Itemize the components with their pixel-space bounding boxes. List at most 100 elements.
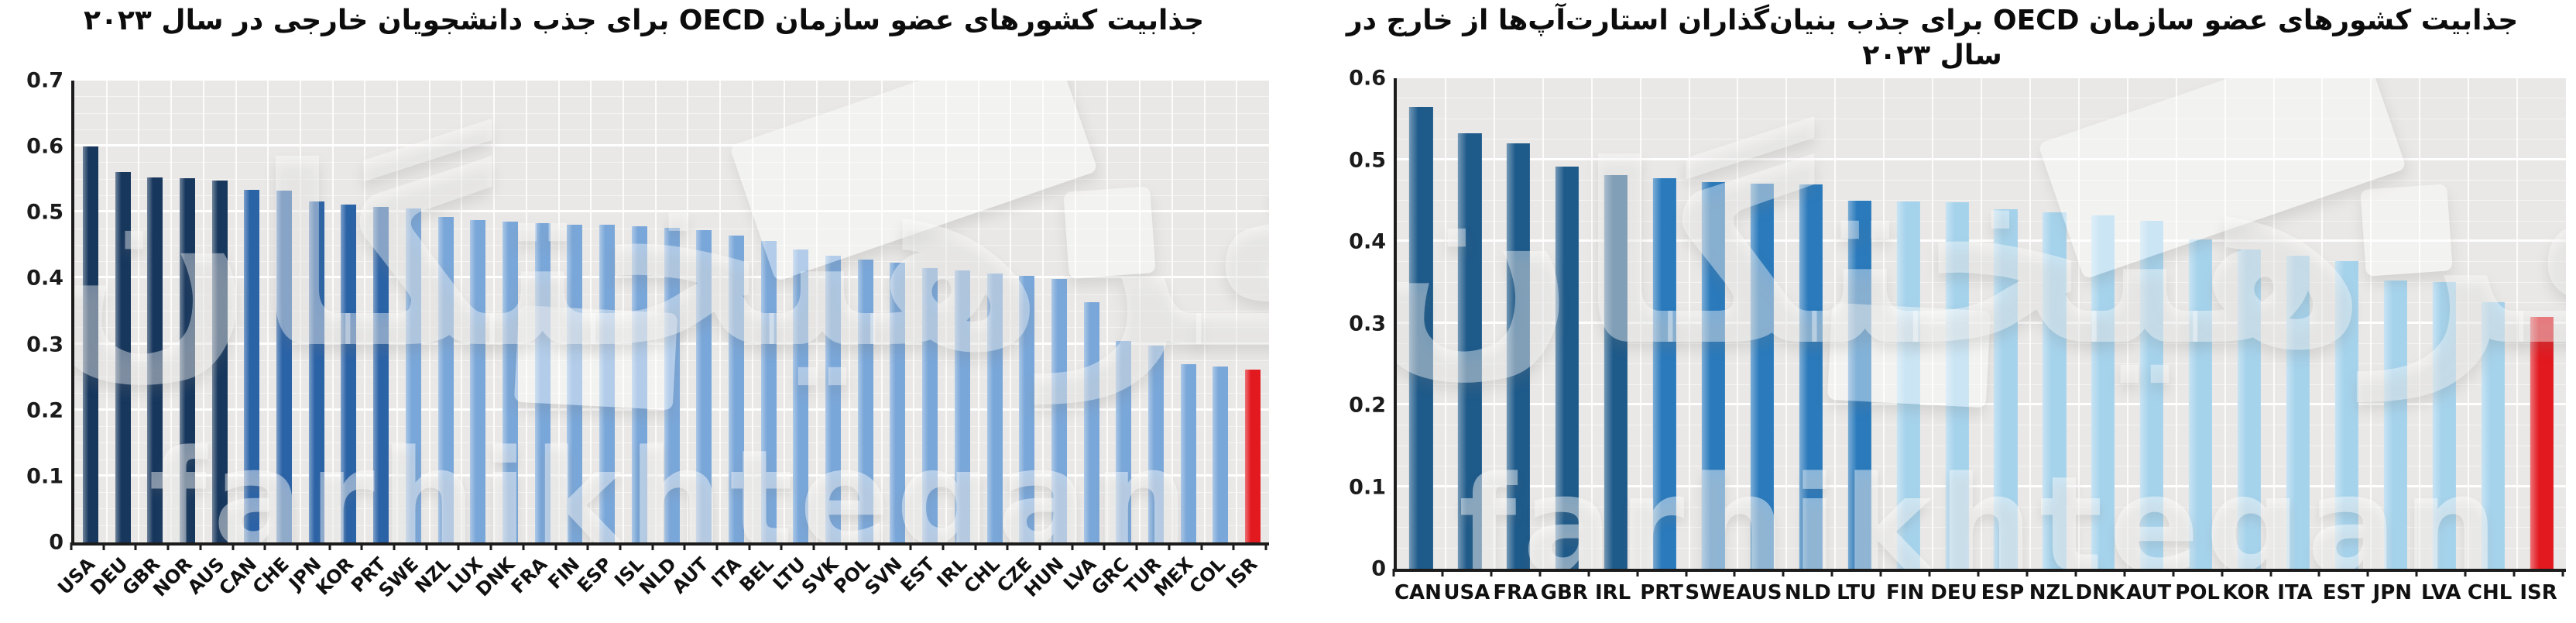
x-tick-mark [1538, 569, 1542, 577]
chart-panel-startup-founders: جذابیت کشورهای عضو سازمان OECD برای جذب … [1288, 0, 2576, 623]
y-tick-label: 0.4 [1349, 229, 1386, 254]
column-separator [428, 81, 430, 542]
column-separator [1981, 78, 1982, 569]
x-tick-mark [2123, 569, 2126, 577]
bar-highlight [1507, 143, 1531, 569]
bar-AUT [2140, 220, 2164, 569]
bars [74, 81, 1269, 542]
bar-highlight [179, 178, 195, 542]
x-tick-mark [1490, 569, 1493, 577]
bar-highlight [1652, 177, 1677, 569]
y-tick-label: 0 [1371, 556, 1386, 581]
x-tick-mark [1392, 569, 1395, 577]
x-tick-mark [651, 542, 654, 550]
bar-FRA [534, 222, 551, 542]
x-tick-mark [683, 542, 686, 550]
x-tick-mark [328, 542, 331, 550]
bar-highlight [405, 208, 421, 542]
bar-highlight [211, 180, 228, 542]
x-label-text: GBR [1540, 581, 1588, 604]
bar-highlight [1945, 202, 1969, 569]
bar-highlight [890, 263, 906, 542]
x-label-text: PRT [1640, 581, 1683, 604]
bar-POL [857, 259, 873, 542]
bar-highlight [2091, 215, 2115, 569]
column-separator [1932, 78, 1934, 569]
x-tick-mark [748, 542, 751, 550]
x-label-text: AUT [2126, 581, 2172, 604]
x-tick-mark [1782, 569, 1785, 577]
bar-highlight [276, 191, 293, 542]
column-separator [945, 81, 947, 542]
chart-title-startup-founders: جذابیت کشورهای عضو سازمان OECD برای جذب … [1346, 5, 2519, 71]
bar-highlight [341, 205, 357, 542]
bar-highlight [1148, 346, 1165, 542]
bar-DEU [1945, 202, 1969, 569]
chart-title-foreign-students: جذابیت کشورهای عضو سازمان OECD برای جذب … [83, 5, 1205, 36]
bar-highlight [437, 217, 454, 542]
bar-LVA [1083, 302, 1099, 542]
bar-FRA [1507, 143, 1531, 569]
bar-highlight [857, 259, 873, 542]
column-separator [977, 81, 979, 542]
bar-POL [2189, 239, 2213, 569]
column-separator [784, 81, 786, 542]
bar-NOR [179, 178, 195, 542]
y-tick-label: 0.1 [1349, 475, 1386, 499]
x-tick-mark [1879, 569, 1882, 577]
x-tick-mark [1977, 569, 1980, 577]
column-separator [461, 81, 463, 542]
y-tick-label: 0.4 [26, 266, 63, 291]
x-tick-mark [393, 542, 396, 550]
x-tick-mark [2464, 569, 2467, 577]
column-separator [2321, 78, 2324, 569]
column-separator [880, 81, 883, 542]
column-separators [74, 81, 1269, 542]
bar-ISR [2530, 317, 2554, 569]
bar-ITA [2286, 255, 2310, 569]
bars [1397, 78, 2566, 569]
x-tick-mark [1636, 569, 1639, 577]
bar-highlight [1409, 106, 1433, 569]
bar-CAN [244, 190, 260, 542]
x-tick-mark [2025, 569, 2029, 577]
column-separator [1171, 81, 1173, 542]
bar-highlight [2530, 317, 2554, 569]
x-tick-mark [1830, 569, 1833, 577]
bar-highlight [373, 207, 389, 542]
bar-highlight [825, 256, 842, 542]
bar-JPN [2383, 280, 2407, 569]
x-tick-mark [296, 542, 299, 550]
column-separator [1010, 81, 1012, 542]
bar-highlight [599, 225, 616, 542]
x-axis: USA DEU GBR NOR AUS CAN CHE JPN KOR PRT SWE NZL LUX D… [54, 542, 1267, 623]
x-label-text: ITA [707, 553, 746, 592]
x-tick-mark [2513, 569, 2516, 577]
bar-highlight [986, 273, 1003, 542]
column-separator [1042, 81, 1044, 542]
x-tick-mark [489, 542, 492, 550]
bar-highlight [1245, 369, 1261, 542]
bar-PRT [373, 207, 389, 542]
x-tick-mark [360, 542, 363, 550]
bar-LVA [2432, 281, 2456, 569]
bar-highlight [1701, 182, 1726, 569]
bar-highlight [308, 201, 324, 542]
x-tick-mark [1103, 542, 1106, 550]
bar-highlight [1083, 302, 1099, 542]
column-separator [816, 81, 818, 542]
column-separator [138, 81, 140, 542]
bar-KOR [341, 205, 357, 542]
bar-KOR [2237, 249, 2262, 569]
bar-highlight [2286, 255, 2310, 569]
x-tick-mark [1587, 569, 1590, 577]
bar-CHL [2481, 302, 2505, 569]
bar-highlight [2237, 249, 2262, 569]
bar-IRL [1604, 174, 1628, 569]
column-separator [1236, 81, 1238, 542]
bar-CHL [986, 273, 1003, 542]
bar-highlight [82, 146, 98, 542]
x-label-text: AUS [1736, 581, 1782, 604]
chart-panel-foreign-students: جذابیت کشورهای عضو سازمان OECD برای جذب … [26, 5, 1269, 623]
